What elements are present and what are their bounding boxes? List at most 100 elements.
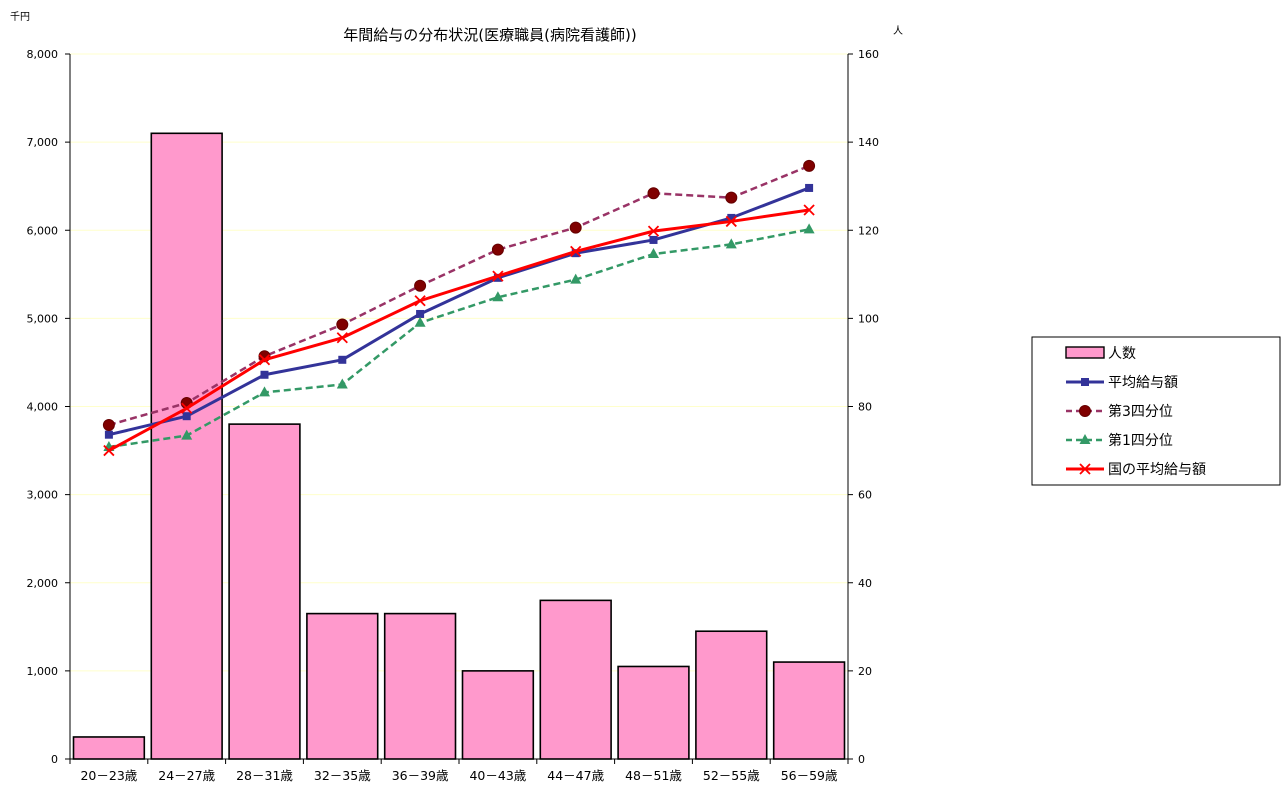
x-category-label: 56－59歳: [781, 768, 838, 783]
left-tick-label: 0: [51, 753, 58, 766]
marker-square: [260, 370, 269, 379]
x-category-label: 40－43歳: [469, 768, 526, 783]
marker-triangle: [492, 291, 504, 302]
series-line: [108, 164, 810, 427]
marker-circle: [336, 318, 349, 331]
right-tick-label: 120: [858, 224, 879, 237]
right-tick-label: 80: [858, 401, 872, 414]
bar-series-ninzu: [72, 132, 846, 760]
right-tick-label: 0: [858, 753, 865, 766]
chart-title: 年間給与の分布状況(医療職員(病院看護師)): [343, 26, 636, 44]
x-category-label: 36－39歳: [392, 768, 449, 783]
marker-x: [258, 354, 271, 366]
left-tick-label: 3,000: [27, 489, 59, 502]
marker-square: [571, 249, 580, 258]
right-tick-label: 140: [858, 136, 879, 149]
legend-label: 国の平均給与額: [1108, 462, 1206, 478]
legend-box: [1031, 336, 1281, 486]
left-tick-label: 2,000: [27, 577, 59, 590]
marker-square: [104, 430, 113, 439]
line-series-2: [102, 159, 816, 432]
right-tick-label: 20: [858, 665, 872, 678]
marker-triangle: [259, 386, 270, 397]
bar: [228, 423, 301, 760]
marker-circle: [803, 159, 816, 172]
left-tick-label: 8,000: [27, 48, 59, 61]
left-tick-label: 1,000: [27, 665, 59, 678]
marker-circle: [569, 221, 582, 234]
x-category-label: 48－51歳: [625, 768, 682, 783]
marker-circle: [725, 191, 738, 204]
left-tick-label: 5,000: [27, 312, 59, 325]
line-series-1: [104, 183, 814, 439]
right-tick-label: 160: [858, 48, 879, 61]
legend-label: 人数: [1108, 346, 1136, 362]
legend-swatch-bar: [1065, 346, 1105, 359]
marker-triangle: [725, 238, 737, 249]
legend-label: 平均給与額: [1108, 375, 1178, 391]
series-line: [108, 208, 810, 452]
marker-square: [338, 355, 347, 364]
legend-label: 第3四分位: [1108, 403, 1173, 420]
marker-triangle: [570, 273, 582, 284]
marker-x: [492, 270, 504, 282]
legend-label: 第1四分位: [1108, 432, 1173, 449]
marker-square: [416, 309, 425, 318]
marker-circle: [1079, 405, 1091, 417]
marker-x: [336, 332, 348, 344]
marker-x: [647, 225, 660, 237]
series-line: [108, 186, 810, 437]
marker-circle: [414, 279, 427, 292]
axes: 0 1,000 2,000 3,000 4,000 5,000 6,000 7,000 8,00…: [27, 48, 880, 783]
marker-square: [182, 412, 191, 421]
marker-x: [803, 204, 815, 216]
bar: [306, 612, 379, 760]
marker-x: [1079, 463, 1091, 475]
marker-triangle: [181, 429, 193, 440]
left-tick-label: 7,000: [27, 136, 59, 149]
marker-square: [493, 273, 502, 282]
bar: [539, 599, 612, 760]
x-category-label: 28－31歳: [236, 768, 293, 783]
marker-square: [649, 235, 658, 244]
marker-triangle: [648, 248, 659, 259]
left-tick-label: 6,000: [27, 224, 59, 237]
x-category-label: 44－47歳: [547, 768, 604, 783]
marker-square: [1081, 378, 1089, 386]
marker-x: [181, 402, 193, 414]
marker-circle: [102, 419, 115, 432]
marker-x: [570, 245, 582, 258]
marker-triangle: [414, 316, 426, 327]
x-category-label: 24－27歳: [158, 768, 215, 783]
bar: [772, 661, 846, 760]
line-series-4: [103, 204, 815, 457]
marker-x: [414, 295, 426, 307]
x-category-label: 20－23歳: [80, 768, 137, 783]
bar: [617, 665, 690, 760]
right-tick-label: 60: [858, 489, 872, 502]
bar: [461, 670, 535, 760]
left-axis-unit: 千円: [10, 11, 30, 23]
bar: [695, 630, 768, 760]
bar: [72, 736, 146, 760]
right-tick-label: 100: [858, 312, 879, 325]
bar: [383, 612, 457, 760]
marker-triangle: [336, 378, 348, 389]
right-tick-label: 40: [858, 577, 872, 590]
right-axis-unit: 人: [893, 25, 903, 37]
bar: [150, 132, 223, 760]
marker-square: [805, 183, 814, 192]
marker-square: [727, 213, 736, 222]
x-category-label: 52－55歳: [703, 768, 760, 783]
marker-x: [725, 215, 737, 228]
marker-triangle: [1079, 434, 1091, 444]
left-tick-label: 4,000: [27, 401, 59, 414]
marker-circle: [647, 187, 660, 200]
marker-triangle: [803, 223, 815, 234]
x-category-label: 32－35歳: [314, 768, 371, 783]
marker-x: [103, 444, 115, 457]
series-line: [108, 228, 810, 449]
